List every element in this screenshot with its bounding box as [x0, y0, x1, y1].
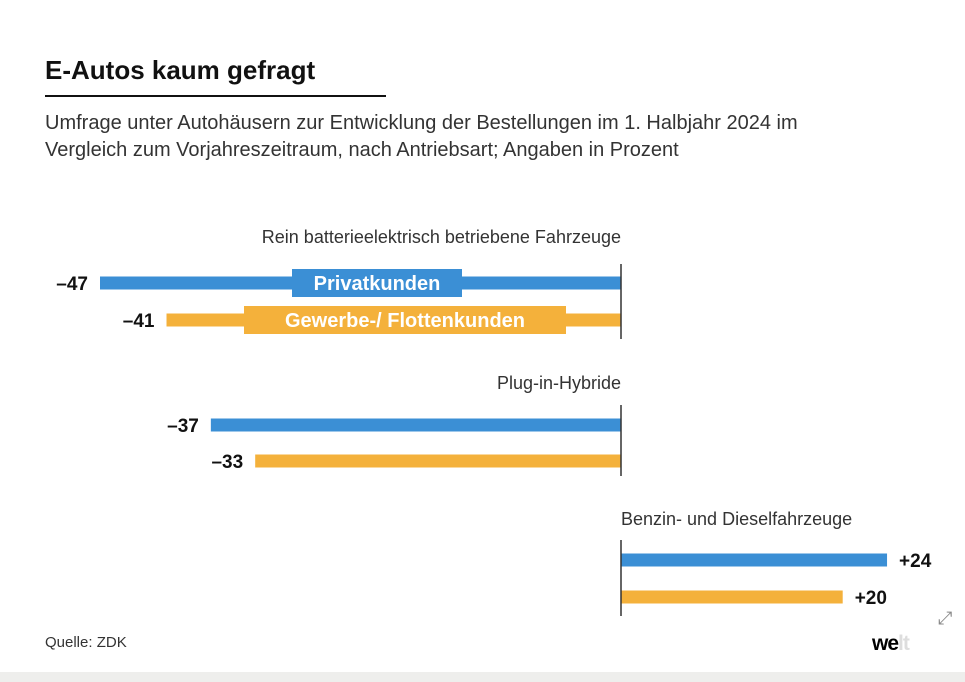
legend-label: Privatkunden — [314, 273, 441, 295]
chart-title: E-Autos kaum gefragt — [45, 55, 316, 85]
bar-gewerbe — [621, 590, 843, 604]
chart-subtitle: Umfrage unter Autohäusern zur Entwicklun… — [45, 112, 798, 161]
title-underline — [45, 95, 386, 97]
expand-arrows-icon[interactable]: ⤢ — [938, 608, 953, 628]
value-label: –37 — [167, 416, 199, 437]
value-label: –41 — [123, 311, 155, 332]
legend-box — [292, 269, 462, 297]
bar-gewerbe — [255, 454, 622, 468]
value-label: +24 — [899, 551, 932, 572]
footer-bar — [0, 672, 965, 682]
legend-box — [244, 306, 566, 334]
welt-logo: welt — [872, 632, 910, 655]
value-label: +20 — [855, 588, 887, 609]
category-label: Rein batterieelektrisch betriebene Fahrz… — [262, 227, 621, 247]
value-label: –47 — [56, 274, 88, 295]
bar-privat — [210, 418, 621, 432]
value-label: –33 — [211, 452, 243, 473]
category-label: Plug-in-Hybride — [497, 373, 621, 393]
category-label: Benzin- und Dieselfahrzeuge — [621, 509, 852, 529]
legend-label: Gewerbe-/ Flottenkunden — [285, 310, 525, 332]
source-note: Quelle: ZDK — [45, 634, 127, 651]
bar-privat — [621, 553, 888, 567]
